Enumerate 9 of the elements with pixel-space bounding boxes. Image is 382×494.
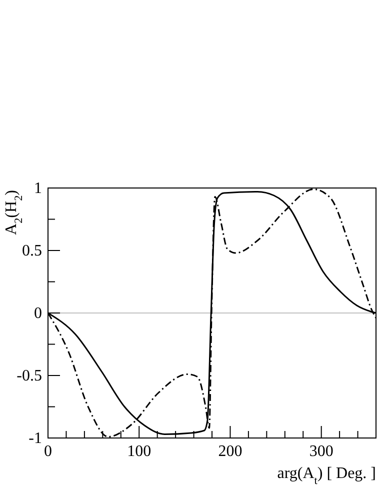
- x-tick-label: 100: [127, 443, 152, 460]
- y-tick-label: 0: [34, 305, 42, 322]
- x-axis-title: arg(A$_{t}$) [ Deg. ]: [277, 465, 376, 487]
- y-tick-label: -0.5: [16, 368, 42, 384]
- y-tick-label: 1: [34, 180, 42, 197]
- y-tick-label: 0.5: [22, 242, 42, 260]
- y-tick-label: -1: [28, 430, 42, 447]
- x-tick-label: 200: [218, 443, 242, 460]
- x-tick-label: 300: [309, 443, 334, 460]
